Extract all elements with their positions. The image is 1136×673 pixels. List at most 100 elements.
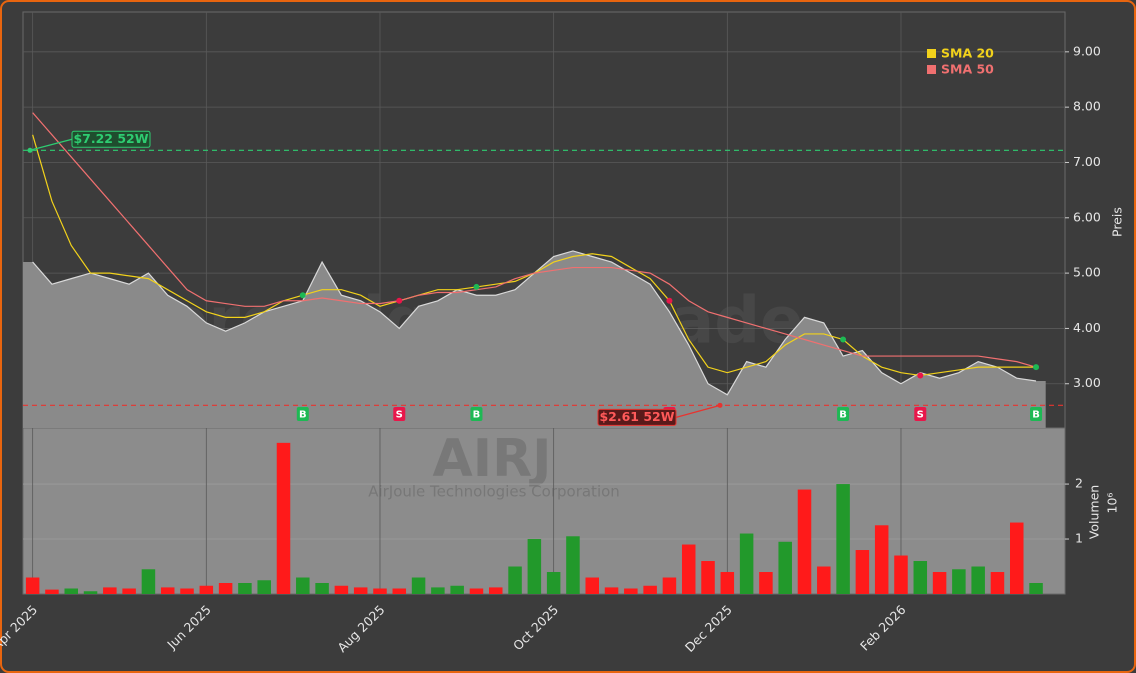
signal-dot: [473, 283, 480, 290]
volume-bar: [1010, 522, 1024, 594]
signal-box: [1030, 407, 1043, 421]
volume-bar: [701, 561, 715, 594]
volume-bar: [894, 555, 908, 594]
volume-bar: [315, 583, 329, 594]
annotation-arrow: [29, 138, 73, 151]
annotation-box: [71, 130, 151, 148]
volume-bar: [681, 544, 696, 594]
volume-bar: [932, 572, 947, 594]
watermark: AirJoule Technologies Corporation: [368, 483, 620, 501]
volume-bar: [797, 489, 812, 594]
y-tick-label: 5.00: [1073, 265, 1101, 280]
volume-bar: [353, 587, 368, 594]
y-tick-label: 2: [1075, 476, 1083, 491]
price-area: [23, 250, 1046, 428]
volume-bar: [373, 588, 387, 594]
y-tick-label: 7.00: [1073, 154, 1101, 169]
signal-box: [393, 407, 406, 421]
y-tick-label: 6.00: [1073, 209, 1101, 224]
annotation-point: [27, 147, 33, 153]
volume-bar: [527, 539, 542, 594]
signal-label: S: [917, 410, 924, 421]
legend-swatch: [927, 49, 936, 58]
volume-bar: [759, 572, 773, 594]
signal-dot: [396, 297, 403, 304]
annotation-box: [597, 408, 677, 426]
volume-bar: [952, 569, 966, 594]
volume-bar: [122, 588, 136, 594]
volume-bar: [836, 484, 850, 594]
annotation-arrow: [675, 404, 721, 418]
volume-bar: [624, 588, 638, 594]
volume-bar: [45, 589, 59, 594]
signal-dot: [840, 336, 847, 343]
volume-bar: [643, 585, 657, 594]
signal-label: B: [839, 410, 847, 421]
volume-bar: [180, 588, 194, 594]
volume-bar: [874, 525, 889, 594]
volume-bar: [296, 577, 310, 594]
volume-bar: [913, 561, 928, 594]
y-tick-label: 3.00: [1073, 375, 1101, 390]
volume-bar: [83, 591, 98, 594]
volume-bar: [604, 587, 619, 594]
volume-bar: [238, 583, 252, 594]
y-tick-label: 1: [1075, 531, 1083, 546]
volume-axis-title: Volumen: [1087, 485, 1102, 539]
volume-bar: [508, 566, 522, 594]
signal-box: [296, 407, 309, 421]
volume-bar: [778, 541, 792, 594]
signal-box: [837, 407, 850, 421]
volume-bar: [990, 572, 1005, 594]
volume-bar: [257, 580, 271, 594]
volume-bar: [450, 585, 464, 594]
volume-bar: [662, 577, 677, 594]
volume-bar: [566, 536, 580, 594]
annotation-label: $2.61 52W: [599, 409, 674, 424]
signal-label: B: [299, 410, 307, 421]
signal-dot: [666, 297, 673, 304]
signal-label: B: [473, 410, 481, 421]
signal-label: B: [1032, 410, 1040, 421]
signal-box: [914, 407, 927, 421]
volume-bar: [64, 588, 78, 594]
watermark: AIRJ: [433, 429, 552, 489]
volume-bar: [739, 533, 754, 594]
volume-bar: [103, 587, 117, 594]
volume-bar: [585, 577, 599, 594]
y-tick-label: 8.00: [1073, 99, 1101, 114]
y-tick-label: 9.00: [1073, 43, 1101, 58]
volume-bar: [160, 587, 175, 594]
signal-dot: [1033, 364, 1040, 371]
volume-bar: [199, 585, 214, 594]
signal-dot: [917, 372, 924, 379]
volume-bar: [489, 587, 503, 594]
volume-offset-label: 10⁶: [1105, 493, 1120, 514]
volume-bar: [25, 577, 40, 594]
y-tick-label: 4.00: [1073, 320, 1101, 335]
volume-bar: [431, 587, 445, 594]
volume-bar: [218, 583, 233, 594]
volume-bar: [720, 572, 735, 594]
signal-dot: [299, 292, 306, 299]
legend-label: SMA 20: [941, 46, 994, 61]
signal-label: S: [396, 410, 403, 421]
signal-box: [470, 407, 483, 421]
volume-bar: [817, 566, 831, 594]
volume-bar: [1029, 583, 1043, 594]
volume-bar: [546, 572, 561, 594]
sma-line: [32, 112, 1037, 368]
volume-bar: [141, 569, 156, 594]
legend-swatch: [927, 65, 936, 74]
volume-bar: [392, 588, 407, 594]
annotation-point: [717, 402, 723, 408]
volume-bar: [855, 550, 870, 594]
volume-bar: [411, 577, 426, 594]
annotation-label: $7.22 52W: [73, 131, 148, 146]
volume-bar: [469, 588, 484, 594]
volume-bar: [276, 442, 291, 594]
volume-bar: [971, 566, 985, 594]
legend-label: SMA 50: [941, 62, 994, 77]
